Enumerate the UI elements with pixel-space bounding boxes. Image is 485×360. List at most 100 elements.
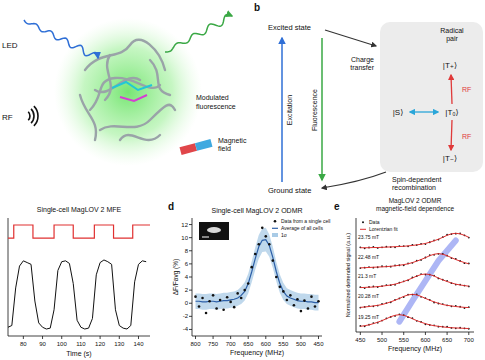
data-point — [257, 243, 260, 246]
excitation-light — [24, 20, 98, 58]
field-label: 20.28 mT — [358, 293, 379, 299]
recombination-arrow — [322, 172, 386, 188]
x-tick — [468, 332, 469, 335]
x-tick — [100, 336, 101, 339]
data-point — [307, 307, 310, 310]
x-tick-label: 80 — [20, 341, 27, 347]
protein-ribbon — [120, 135, 160, 140]
legend-label: Data — [369, 219, 380, 225]
spin-state: |S⟩ — [393, 108, 404, 117]
data-point — [201, 297, 204, 300]
y-tick — [189, 329, 192, 330]
legend-swatch — [272, 228, 278, 229]
inset-image — [199, 222, 229, 240]
inset-cell — [207, 227, 221, 233]
y-tick-label: 4 — [185, 274, 189, 280]
figure: LEDRFModulatedfluorescenceMagneticfieldb… — [0, 0, 485, 360]
emitted-light — [165, 15, 232, 52]
x-tick — [23, 336, 24, 339]
x-tick — [248, 336, 249, 339]
x-tick-label: 600 — [261, 341, 272, 347]
field-label: 23.75 mT — [358, 234, 379, 240]
protein-ribbon — [105, 55, 111, 100]
x-tick-label: 600 — [420, 337, 431, 343]
y-axis — [8, 218, 9, 336]
mixing-arrow — [410, 111, 438, 112]
data-point — [212, 294, 215, 297]
radical-pair-label: Radical — [440, 27, 464, 34]
chart-title: magnetic-field dependence — [376, 205, 454, 213]
x-tick — [265, 336, 266, 339]
data-point — [194, 295, 197, 298]
panel-label: b — [254, 2, 260, 13]
x-tick — [138, 336, 139, 339]
x-tick-label: 100 — [57, 341, 68, 347]
data-point — [233, 306, 236, 309]
x-tick-label: 130 — [114, 341, 125, 347]
data-point — [279, 286, 282, 289]
rf-arrow — [451, 120, 452, 150]
lorentzian-fit — [360, 274, 468, 288]
rf-wave-icon — [31, 109, 34, 123]
x-tick-label: 800 — [191, 341, 202, 347]
magnet-south — [195, 139, 213, 151]
spin-state: |T₋⟩ — [443, 154, 457, 163]
data-point — [261, 227, 264, 230]
x-tick — [195, 336, 196, 339]
legend-swatch — [272, 233, 278, 237]
x-tick-label: 90 — [39, 341, 46, 347]
data-point — [236, 292, 239, 295]
data-point — [314, 305, 317, 308]
x-tick-label: 650 — [442, 337, 453, 343]
spin-state: |T₀⟩ — [445, 108, 458, 117]
cofactor — [120, 95, 147, 101]
peak-guide — [399, 240, 455, 321]
state-label: Ground state — [268, 186, 311, 195]
x-tick-label: 450 — [355, 337, 366, 343]
x-axis-label: Time (s) — [66, 350, 91, 358]
chart-title: Single-cell MagLOV 2 ODMR — [211, 207, 302, 215]
x-tick — [80, 336, 81, 339]
fluorescence-label: Fluorescence — [311, 89, 318, 131]
y-tick — [189, 263, 192, 264]
x-axis-label: Frequency (MHz) — [388, 345, 442, 353]
fluorescence-glow — [54, 18, 202, 166]
legend-swatch — [362, 221, 364, 223]
data-point — [286, 299, 289, 302]
y-tick — [189, 290, 192, 291]
y-axis-label: ΔF/Favg (%) — [172, 259, 180, 295]
x-tick — [213, 336, 214, 339]
data-point — [250, 266, 253, 269]
data-point — [254, 253, 257, 256]
y-tick-label: -2 — [183, 313, 189, 319]
x-tick-label: 550 — [399, 337, 410, 343]
x-tick-label: 500 — [296, 341, 307, 347]
legend-label: Lorentzian fit — [369, 226, 398, 232]
y-tick — [189, 237, 192, 238]
chart-title: Single-cell MagLOV 2 MFE — [37, 206, 122, 214]
legend-label: Data from a single cell — [281, 218, 330, 224]
legend-swatch — [274, 220, 277, 223]
fluorescence-label: Modulated — [196, 94, 229, 101]
x-axis — [8, 336, 150, 337]
rf-wave-icon — [28, 112, 30, 120]
rf-arrow — [451, 75, 452, 104]
x-tick — [403, 332, 404, 335]
x-tick — [119, 336, 120, 339]
x-axis-label: Frequency (MHz) — [230, 349, 284, 357]
recombination-label: recombination — [392, 184, 436, 191]
charge-transfer-label: transfer — [350, 64, 374, 71]
legend-label: Average of all cells — [281, 225, 323, 231]
fluorescence-arrow — [321, 38, 323, 180]
y-axis — [356, 218, 357, 332]
cofactor — [112, 82, 152, 90]
y-tick-label: 12 — [181, 222, 188, 228]
magnet — [180, 139, 213, 155]
radical-pair-box — [380, 22, 483, 172]
recombination-label: Spin-dependent — [392, 176, 441, 184]
data-point — [310, 295, 313, 298]
charge-transfer-arrow — [325, 30, 376, 46]
x-tick — [425, 332, 426, 335]
data-point — [215, 307, 218, 310]
panel-label: e — [334, 201, 340, 212]
